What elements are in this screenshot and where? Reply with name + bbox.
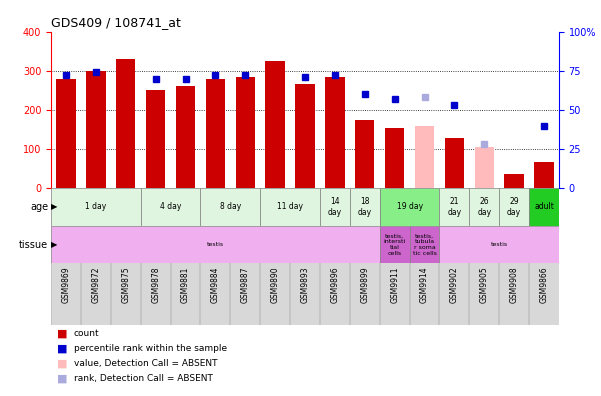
Bar (445, 139, 464, 188)
Text: value, Detection Call = ABSENT: value, Detection Call = ABSENT (74, 359, 218, 368)
Text: 26
day: 26 day (477, 197, 491, 217)
Bar (325, 78, 344, 188)
Text: ■: ■ (57, 329, 67, 339)
Text: GSM9866: GSM9866 (540, 267, 549, 303)
Bar (201, 188, 260, 226)
Text: GSM9881: GSM9881 (181, 267, 190, 303)
Bar (415, 126, 434, 188)
Bar (355, 120, 374, 188)
Text: GSM9893: GSM9893 (300, 267, 310, 303)
Bar (236, 77, 255, 188)
Bar (475, 147, 494, 188)
Text: 19 day: 19 day (397, 202, 423, 211)
Text: GSM9890: GSM9890 (270, 267, 279, 303)
Bar (385, 128, 404, 188)
Text: GSM9884: GSM9884 (211, 267, 220, 303)
Text: GSM9914: GSM9914 (420, 267, 429, 303)
Bar (141, 188, 201, 226)
Text: ▶: ▶ (50, 202, 57, 211)
Bar (409, 226, 439, 263)
Text: age: age (30, 202, 48, 212)
Bar (320, 188, 350, 226)
Text: ■: ■ (57, 344, 67, 354)
Text: GSM9908: GSM9908 (510, 267, 519, 303)
Bar (529, 188, 559, 226)
Text: 14
day: 14 day (328, 197, 342, 217)
Text: ▶: ▶ (50, 240, 57, 249)
Text: GDS409 / 108741_at: GDS409 / 108741_at (51, 16, 181, 29)
Text: GSM9896: GSM9896 (331, 267, 340, 303)
Text: GSM9869: GSM9869 (61, 267, 70, 303)
Text: testis: testis (490, 242, 508, 247)
Text: 11 day: 11 day (277, 202, 303, 211)
Text: count: count (74, 329, 100, 338)
Text: GSM9902: GSM9902 (450, 267, 459, 303)
Bar (439, 188, 469, 226)
Bar (146, 90, 165, 188)
Text: ■: ■ (57, 374, 67, 384)
Bar (51, 226, 380, 263)
Text: GSM9911: GSM9911 (390, 267, 399, 303)
Text: GSM9878: GSM9878 (151, 267, 160, 303)
Text: 29
day: 29 day (507, 197, 521, 217)
Text: GSM9899: GSM9899 (360, 267, 369, 303)
Bar (469, 188, 499, 226)
Text: ■: ■ (57, 359, 67, 369)
Bar (176, 86, 195, 188)
Text: GSM9887: GSM9887 (241, 267, 250, 303)
Bar (266, 61, 285, 188)
Text: rank, Detection Call = ABSENT: rank, Detection Call = ABSENT (74, 374, 213, 383)
Text: 1 day: 1 day (85, 202, 106, 211)
Text: percentile rank within the sample: percentile rank within the sample (74, 344, 227, 353)
Text: 4 day: 4 day (160, 202, 182, 211)
Text: GSM9905: GSM9905 (480, 267, 489, 303)
Bar (534, 162, 554, 188)
Bar (56, 78, 76, 188)
Bar (295, 84, 315, 188)
Bar (206, 78, 225, 188)
Bar (260, 188, 320, 226)
Text: testis: testis (207, 242, 224, 247)
Text: adult: adult (534, 202, 554, 211)
Bar (380, 226, 409, 263)
Bar (51, 188, 141, 226)
Text: GSM9872: GSM9872 (91, 267, 100, 303)
Bar (86, 71, 106, 188)
Text: GSM9875: GSM9875 (121, 267, 130, 303)
Text: 21
day: 21 day (447, 197, 462, 217)
Bar (504, 174, 524, 188)
Text: tissue: tissue (19, 240, 48, 249)
Bar (380, 188, 439, 226)
Text: testis,
intersti
tial
cells: testis, intersti tial cells (383, 233, 406, 256)
Text: testis,
tubula
r soma
tic cells: testis, tubula r soma tic cells (412, 233, 436, 256)
Text: 8 day: 8 day (220, 202, 241, 211)
Bar (439, 226, 559, 263)
Bar (499, 188, 529, 226)
Bar (350, 188, 380, 226)
Text: 18
day: 18 day (358, 197, 372, 217)
Bar (116, 59, 135, 188)
